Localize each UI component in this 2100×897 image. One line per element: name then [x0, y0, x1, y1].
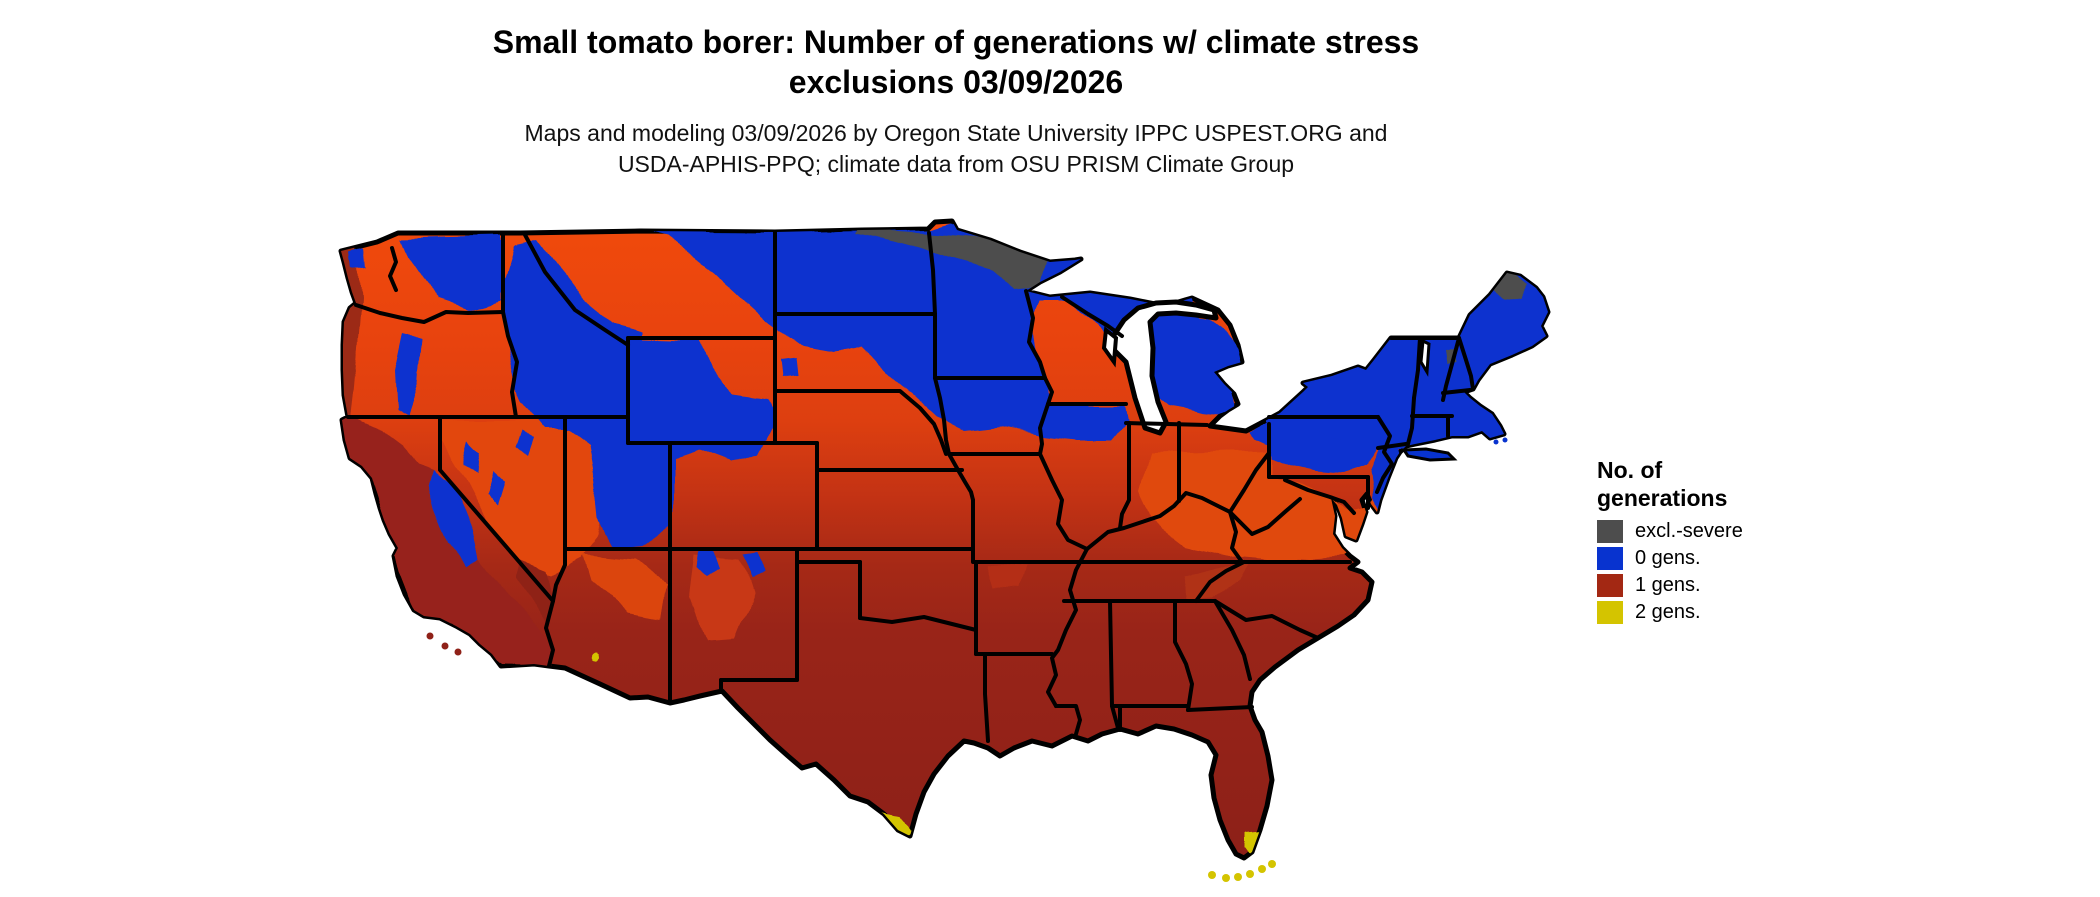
legend-swatch-1-gens — [1597, 574, 1623, 597]
legend-label: excl.-severe — [1635, 520, 1743, 542]
page-title: Small tomato borer: Number of generation… — [0, 22, 1912, 102]
legend-title-line1: No. of — [1597, 457, 1663, 483]
legend-title-line2: generations — [1597, 485, 1728, 511]
legend-item: 2 gens. — [1597, 601, 1817, 624]
legend-item: 0 gens. — [1597, 547, 1817, 570]
legend: No. of generations excl.-severe 0 gens. … — [1597, 456, 1817, 628]
legend-item: excl.-severe — [1597, 520, 1817, 543]
legend-title: No. of generations — [1597, 456, 1817, 512]
legend-swatch-2-gens — [1597, 601, 1623, 624]
legend-swatch-excl-severe — [1597, 520, 1623, 543]
legend-label: 2 gens. — [1635, 601, 1701, 623]
page-subtitle: Maps and modeling 03/09/2026 by Oregon S… — [0, 118, 1912, 180]
page-subtitle-line2: USDA-APHIS-PPQ; climate data from OSU PR… — [617, 151, 1295, 177]
legend-item: 1 gens. — [1597, 574, 1817, 597]
legend-swatch-0-gens — [1597, 547, 1623, 570]
page-subtitle-line1: Maps and modeling 03/09/2026 by Oregon S… — [524, 120, 1388, 146]
legend-label: 0 gens. — [1635, 547, 1701, 569]
page-title-line2: exclusions 03/09/2026 — [788, 64, 1124, 100]
legend-label: 1 gens. — [1635, 574, 1701, 596]
page-title-line1: Small tomato borer: Number of generation… — [492, 24, 1420, 60]
